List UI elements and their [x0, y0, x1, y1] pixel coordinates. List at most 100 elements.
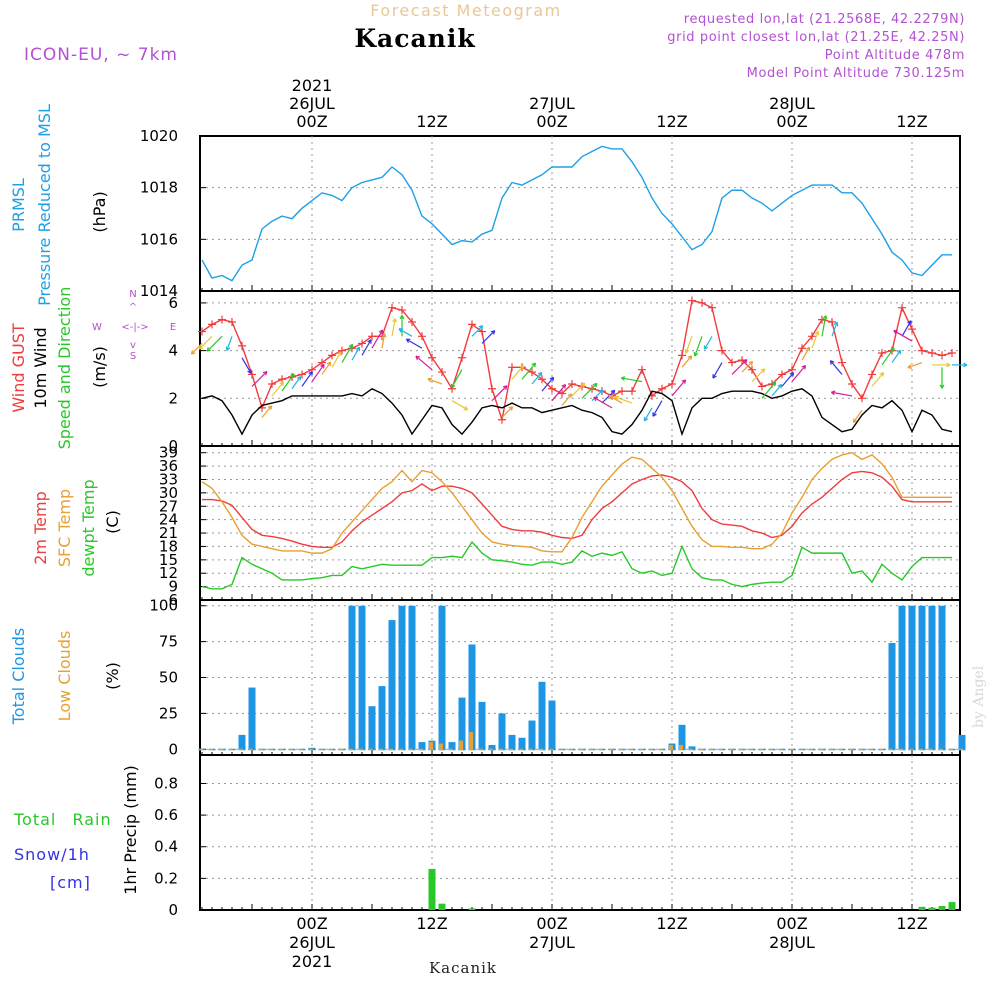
wind-direction-arrowhead: [907, 364, 912, 369]
wind-direction-arrowhead: [693, 351, 699, 357]
temperature-ytick-label: 33: [159, 470, 178, 488]
wind-direction-arrow: [901, 320, 912, 337]
footer-location: Kacanik: [429, 959, 497, 977]
snow-unit: [cm]: [50, 873, 91, 892]
wind-direction-arrowhead: [652, 412, 657, 417]
gust-point: [528, 368, 536, 377]
gust-point: [948, 349, 956, 357]
wind-direction-arrowhead: [198, 345, 204, 350]
compass-rose: N S W E <-|-> ^ v: [92, 289, 176, 362]
gust-point: [708, 303, 716, 312]
bottom-date-label: 26JUL: [289, 933, 335, 952]
wind-direction-arrow: [551, 384, 566, 402]
wind-direction-arrowhead: [748, 360, 754, 366]
wind-direction-arrow: [703, 336, 713, 350]
precipitation-bar-total-rain: [918, 906, 926, 910]
wind-direction-arrowhead: [946, 362, 951, 368]
wind-direction-arrowhead: [537, 371, 543, 377]
wind-direction-arrow: [331, 351, 342, 368]
clouds-bar-low-clouds: [549, 748, 553, 751]
clouds-bar-low-clouds: [659, 748, 663, 751]
wind-ytick-label: 2: [168, 389, 178, 407]
wind-direction-arrow: [652, 400, 663, 417]
temperature-series-1-line: [201, 451, 952, 554]
clouds-bar-total-clouds: [378, 686, 386, 751]
wind-direction-arrowhead: [580, 382, 586, 388]
clouds-bar-total-clouds: [548, 700, 556, 751]
precipitation-bar-total-rain: [948, 902, 956, 910]
clouds-bar-low-clouds: [559, 748, 563, 751]
wind-direction-arrowhead: [687, 355, 693, 360]
gust-point: [848, 380, 856, 388]
clouds-bar-low-clouds: [959, 748, 963, 751]
gust-point: [218, 315, 226, 324]
clouds-bar-total-clouds: [368, 706, 376, 751]
gust-point: [728, 358, 736, 367]
pressure-ytick-label: 1016: [140, 230, 178, 248]
clouds-bar-low-clouds: [949, 748, 953, 751]
wind-direction-arrow: [391, 318, 396, 337]
gust-point: [658, 384, 666, 393]
bottom-time-label: 00Z: [536, 914, 567, 933]
wind-direction-arrowhead: [890, 347, 895, 352]
clouds-bar-low-clouds: [439, 743, 443, 751]
clouds-bar-low-clouds: [829, 748, 833, 751]
clouds-bar-total-clouds: [418, 742, 426, 751]
wind-direction-arrow: [351, 346, 361, 361]
clouds-bar-low-clouds: [919, 748, 923, 751]
compass-arrows: <-|->: [121, 322, 148, 333]
grid-point-coordinates: grid point closest lon,lat (21.25E, 42.2…: [667, 30, 965, 45]
wind-direction-arrowhead: [508, 406, 514, 411]
wind-direction-arrowhead: [703, 345, 709, 350]
clouds-bar-total-clouds: [448, 742, 456, 751]
clouds-bar-low-clouds: [679, 744, 683, 751]
precipitation-ytick-label: 0.6: [154, 806, 178, 824]
bottom-time-label: 00Z: [296, 914, 327, 933]
clouds-bar-low-clouds: [289, 748, 293, 751]
total-clouds-label: Total Clouds: [9, 628, 28, 726]
gust-point: [718, 346, 726, 355]
wind-direction-arrow: [593, 396, 613, 409]
top-date-label: 28JUL: [769, 94, 815, 113]
wind-direction-arrow: [291, 376, 302, 390]
clouds-bar-total-clouds: [888, 643, 896, 751]
wind-direction-arrow: [621, 377, 643, 383]
top-time-label: 12Z: [416, 112, 447, 131]
precipitation-bar-total-rain: [928, 907, 936, 910]
clouds-bar-low-clouds: [259, 748, 263, 751]
clouds-ytick-label: 25: [159, 704, 178, 722]
clouds-bar-total-clouds: [238, 734, 246, 751]
gust-point: [208, 320, 216, 329]
compass-up-arrow: ^: [129, 302, 137, 313]
clouds-bar-low-clouds: [789, 748, 793, 751]
gust-point: [238, 341, 246, 350]
wind-direction-arrow: [206, 335, 223, 352]
wind-direction-arrowhead: [405, 338, 411, 343]
clouds-bar-low-clouds: [279, 748, 283, 751]
wind-direction-arrowhead: [814, 330, 820, 336]
temperature-ytick-label: 18: [159, 537, 178, 555]
wind-direction-arrowhead: [608, 394, 614, 400]
clouds-unit: (%): [103, 662, 122, 690]
clouds-bar-low-clouds: [589, 748, 593, 751]
wind-direction-arrow: [311, 364, 325, 382]
point-altitude: Point Altitude 478m: [825, 48, 965, 63]
clouds-bar-low-clouds: [609, 748, 613, 751]
clouds-bar-low-clouds: [239, 748, 243, 751]
clouds-bar-low-clouds: [669, 744, 673, 751]
wind-direction-arrowhead: [643, 416, 649, 422]
compass-east: E: [170, 322, 176, 333]
wind-direction-arrow: [415, 355, 433, 371]
model-label: ICON-EU, ~ 7km: [24, 45, 178, 65]
clouds-bar-low-clouds: [419, 748, 423, 751]
wind-direction-arrowhead: [833, 321, 839, 327]
wind-direction-arrowhead: [852, 418, 858, 424]
gust-point: [928, 349, 936, 357]
gust-point: [898, 303, 906, 312]
wind-direction-arrow: [541, 376, 555, 392]
gust-point: [358, 339, 366, 348]
wind-direction-arrowhead: [681, 379, 687, 384]
wind-direction-arrow: [398, 328, 413, 337]
wind-direction-arrowhead: [225, 346, 231, 351]
wind-direction-arrowhead: [777, 383, 783, 389]
